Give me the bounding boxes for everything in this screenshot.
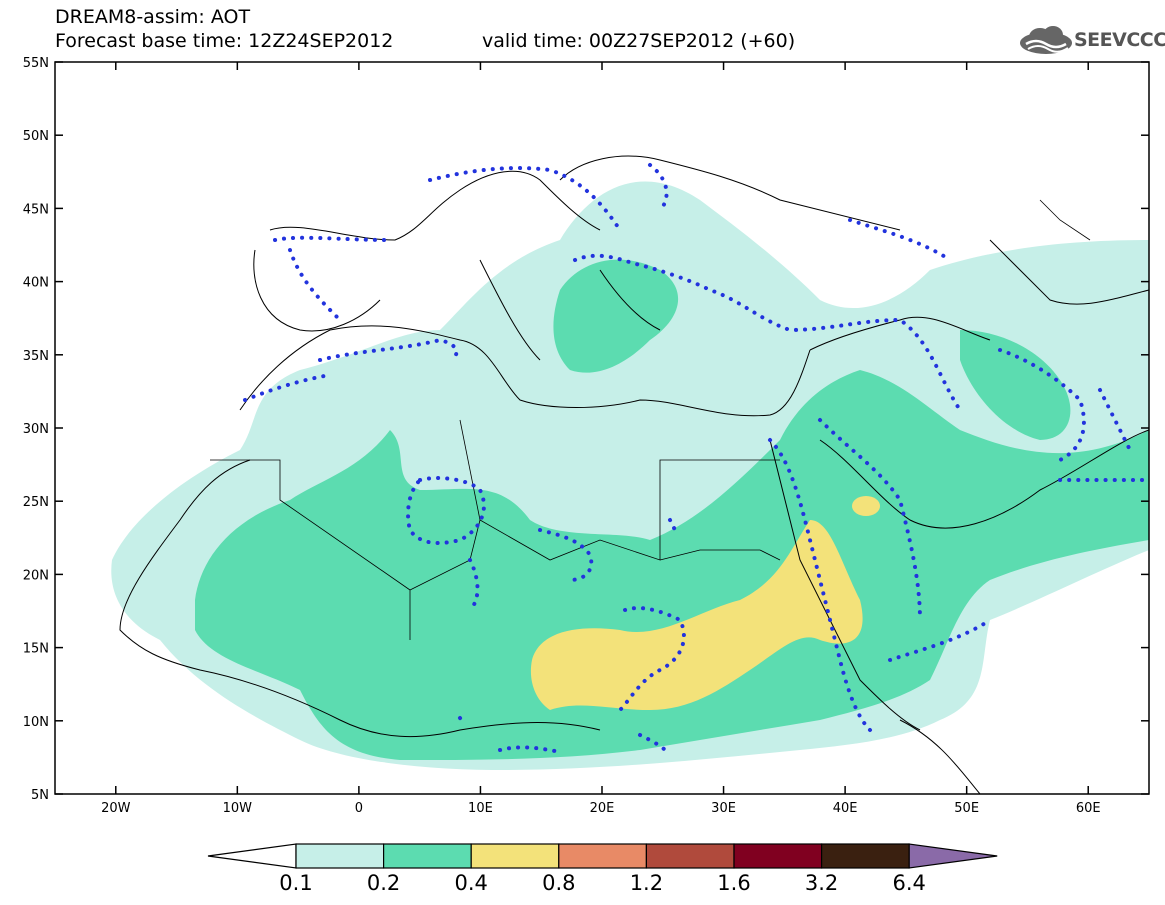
colorbar-cell — [733, 843, 823, 869]
lon-label: 50E — [954, 801, 979, 816]
colorbar-label: 0.1 — [279, 871, 312, 895]
logo-text: SEEVCCC — [1074, 29, 1165, 51]
colorbar-under-triangle — [207, 843, 297, 869]
lon-label: 60E — [1076, 801, 1101, 816]
aot-patch-persian — [960, 330, 1071, 440]
colorbar-cell — [383, 843, 472, 869]
lat-label: 40N — [23, 276, 49, 291]
colorbar-cell — [645, 843, 735, 869]
lat-label: 15N — [23, 642, 49, 657]
lat-label: 25N — [23, 495, 49, 510]
aot-band-high — [530, 520, 863, 710]
colorbar-label: 0.8 — [542, 871, 575, 895]
lat-label: 5N — [31, 788, 49, 803]
coastlines — [119, 155, 1149, 794]
colorbar-cell — [558, 843, 647, 869]
colorbar-over-triangle — [908, 843, 998, 869]
lon-label: 40E — [833, 801, 858, 816]
lon-label: 0 — [355, 801, 363, 816]
aot-band-mid — [195, 370, 1149, 760]
lon-label: 20W — [101, 801, 131, 816]
colorbar-label: 1.6 — [717, 871, 750, 895]
lat-label: 30N — [23, 422, 49, 437]
colorbar-label: 0.2 — [367, 871, 400, 895]
lat-label: 55N — [23, 56, 49, 71]
lat-label: 45N — [23, 202, 49, 217]
lat-label: 10N — [23, 715, 49, 730]
valid-time: valid time: 00Z27SEP2012 (+60) — [482, 30, 796, 52]
lat-label: 35N — [23, 349, 49, 364]
seevccc-logo: SEEVCCC — [1018, 24, 1165, 58]
cloud-logo-icon — [1020, 26, 1072, 54]
lat-label: 20N — [23, 568, 49, 583]
lon-label: 20E — [590, 801, 615, 816]
aot-patch-aegean — [553, 259, 679, 373]
colorbar-cell — [470, 843, 560, 869]
colorbar-label: 3.2 — [805, 871, 838, 895]
lon-label: 10W — [223, 801, 253, 816]
colorbar-cell — [820, 843, 910, 869]
aot-patch-high-arabia — [852, 496, 880, 516]
lon-label: 30E — [711, 801, 736, 816]
colorbar-label: 6.4 — [892, 871, 925, 895]
colorbar-label: 0.4 — [454, 871, 487, 895]
lat-label: 50N — [23, 129, 49, 144]
colorbar-cell — [295, 843, 385, 869]
map-title: DREAM8-assim: AOT — [55, 6, 251, 28]
colorbar-label: 1.2 — [630, 871, 663, 895]
forecast-base-time: Forecast base time: 12Z24SEP2012 — [55, 30, 394, 52]
aot-contours — [243, 163, 1149, 754]
lon-label: 10E — [468, 801, 493, 816]
